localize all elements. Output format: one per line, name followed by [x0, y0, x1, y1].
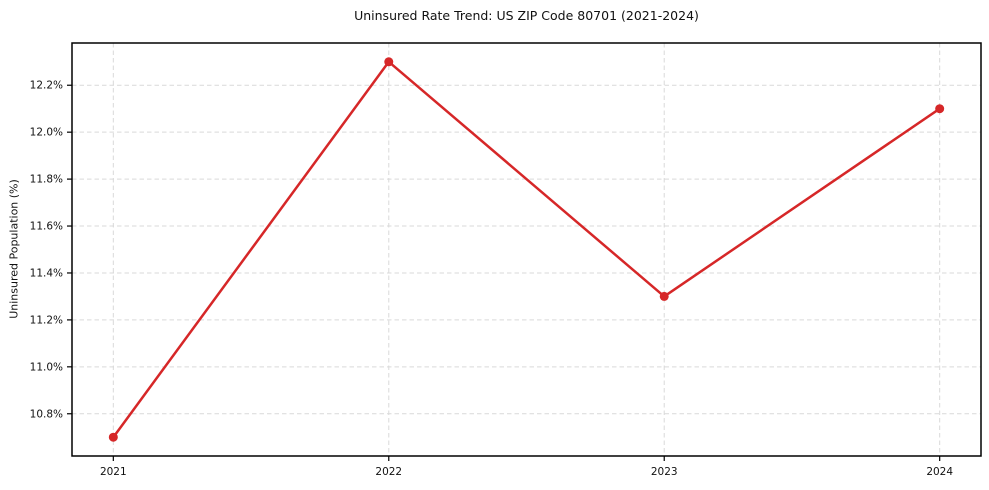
trend-line: [112, 60, 941, 439]
x-tick-label: 2022: [375, 466, 402, 478]
data-point-marker: [659, 291, 669, 301]
x-tick-label: 2024: [926, 466, 953, 478]
data-point-marker: [935, 104, 945, 114]
y-tick-label: 10.8%: [30, 408, 63, 420]
y-tick-label: 12.2%: [30, 80, 63, 92]
y-axis-label: Uninsured Population (%): [7, 179, 21, 319]
y-tick-label: 12.0%: [30, 127, 63, 139]
y-tick-label: 11.0%: [30, 361, 63, 373]
data-point-marker: [108, 432, 118, 442]
y-tick-label: 11.8%: [30, 174, 63, 186]
chart-title: Uninsured Rate Trend: US ZIP Code 80701 …: [354, 8, 699, 23]
plot-spines: [71, 42, 982, 457]
y-tick-label: 11.4%: [30, 267, 63, 279]
y-tick-label: 11.6%: [30, 221, 63, 233]
x-tick-label: 2021: [100, 466, 127, 478]
data-point-marker: [384, 57, 394, 67]
y-tick-label: 11.2%: [30, 314, 63, 326]
x-tick-label: 2023: [651, 466, 678, 478]
